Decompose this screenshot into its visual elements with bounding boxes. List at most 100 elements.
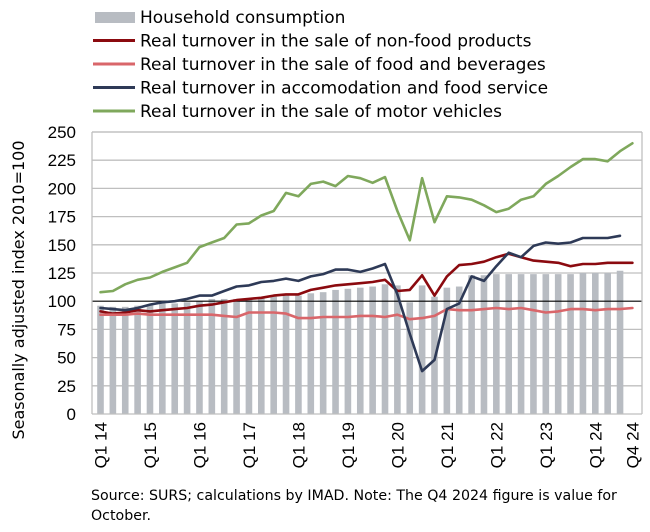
point-real-turnover-in-the-sale-of-food-and-beverages [545, 311, 548, 314]
bars-household-consumption [97, 270, 624, 414]
point-real-turnover-in-accomodation-and-food-service [112, 308, 115, 311]
point-real-turnover-in-accomodation-and-food-service [235, 285, 238, 288]
y-tick-label: 125 [48, 264, 76, 283]
point-real-turnover-in-the-sale-of-food-and-beverages [409, 318, 412, 321]
point-real-turnover-in-the-sale-of-non-food-products [161, 309, 164, 312]
point-real-turnover-in-the-sale-of-food-and-beverages [285, 312, 288, 315]
bar [171, 303, 179, 414]
point-real-turnover-in-the-sale-of-food-and-beverages [347, 316, 350, 319]
point-real-turnover-in-the-sale-of-motor-vehicles [272, 210, 275, 213]
point-real-turnover-in-the-sale-of-food-and-beverages [384, 316, 387, 319]
bar [381, 284, 389, 414]
point-real-turnover-in-the-sale-of-food-and-beverages [557, 310, 560, 313]
bar [604, 273, 611, 414]
point-real-turnover-in-the-sale-of-motor-vehicles [606, 160, 609, 163]
point-real-turnover-in-the-sale-of-motor-vehicles [458, 196, 461, 199]
point-real-turnover-in-the-sale-of-food-and-beverages [569, 308, 572, 311]
bar [258, 297, 265, 414]
bar [208, 298, 216, 414]
x-tick-label: Q4 24 [623, 422, 642, 468]
point-real-turnover-in-the-sale-of-food-and-beverages [173, 313, 176, 316]
line-real-turnover-in-the-sale-of-motor-vehicles [99, 142, 634, 294]
point-real-turnover-in-the-sale-of-food-and-beverages [322, 316, 325, 319]
bar [406, 302, 414, 414]
bar [134, 305, 141, 414]
bar [394, 285, 401, 414]
bar [233, 298, 240, 414]
point-real-turnover-in-accomodation-and-food-service [446, 308, 449, 311]
point-real-turnover-in-the-sale-of-non-food-products [223, 301, 226, 304]
point-real-turnover-in-accomodation-and-food-service [520, 256, 523, 259]
bar [159, 303, 166, 414]
bar [418, 285, 426, 414]
x-tick-label: Q1 18 [289, 422, 308, 468]
point-real-turnover-in-accomodation-and-food-service [99, 307, 102, 310]
x-tick-label: Q1 15 [141, 422, 160, 468]
point-real-turnover-in-the-sale-of-food-and-beverages [520, 307, 523, 310]
point-real-turnover-in-the-sale-of-non-food-products [322, 286, 325, 289]
point-real-turnover-in-the-sale-of-non-food-products [211, 303, 214, 306]
point-real-turnover-in-accomodation-and-food-service [359, 271, 362, 274]
point-real-turnover-in-the-sale-of-motor-vehicles [507, 207, 510, 210]
point-real-turnover-in-accomodation-and-food-service [483, 280, 486, 283]
point-real-turnover-in-the-sale-of-non-food-products [483, 260, 486, 263]
bar [97, 305, 104, 414]
point-real-turnover-in-the-sale-of-motor-vehicles [557, 175, 560, 178]
point-real-turnover-in-the-sale-of-food-and-beverages [631, 307, 634, 310]
point-real-turnover-in-the-sale-of-motor-vehicles [223, 237, 226, 240]
bar [493, 274, 500, 414]
bar [356, 287, 364, 414]
point-real-turnover-in-the-sale-of-food-and-beverages [248, 311, 251, 314]
point-real-turnover-in-the-sale-of-food-and-beverages [606, 308, 609, 311]
bar [196, 301, 203, 414]
x-tick-label: Q1 22 [487, 422, 506, 468]
y-tick-label: 100 [48, 292, 76, 311]
point-real-turnover-in-the-sale-of-motor-vehicles [173, 266, 176, 269]
legend-label: Real turnover in the sale of non-food pr… [140, 32, 532, 52]
point-real-turnover-in-the-sale-of-motor-vehicles [285, 192, 288, 195]
point-real-turnover-in-the-sale-of-motor-vehicles [198, 246, 201, 249]
point-real-turnover-in-the-sale-of-motor-vehicles [149, 276, 152, 279]
point-real-turnover-in-the-sale-of-motor-vehicles [136, 279, 139, 282]
source-note: Source: SURS; calculations by IMAD. Note… [91, 488, 617, 524]
point-real-turnover-in-the-sale-of-food-and-beverages [99, 313, 102, 316]
point-real-turnover-in-the-sale-of-food-and-beverages [136, 312, 139, 315]
point-real-turnover-in-the-sale-of-non-food-products [421, 274, 424, 277]
point-real-turnover-in-accomodation-and-food-service [409, 333, 412, 336]
point-real-turnover-in-the-sale-of-motor-vehicles [211, 241, 214, 244]
point-real-turnover-in-the-sale-of-non-food-products [235, 299, 238, 302]
point-real-turnover-in-accomodation-and-food-service [310, 275, 313, 278]
point-real-turnover-in-the-sale-of-food-and-beverages [310, 317, 313, 320]
point-real-turnover-in-the-sale-of-food-and-beverages [124, 313, 127, 316]
point-real-turnover-in-the-sale-of-motor-vehicles [409, 239, 412, 242]
point-real-turnover-in-the-sale-of-food-and-beverages [149, 313, 152, 316]
point-real-turnover-in-the-sale-of-food-and-beverages [594, 309, 597, 312]
point-real-turnover-in-accomodation-and-food-service [569, 241, 572, 244]
point-real-turnover-in-the-sale-of-motor-vehicles [470, 198, 473, 201]
point-real-turnover-in-accomodation-and-food-service [433, 359, 436, 362]
point-real-turnover-in-the-sale-of-motor-vehicles [310, 183, 313, 186]
line-real-turnover-in-the-sale-of-food-and-beverages [99, 306, 634, 321]
x-tick-labels: Q1 14 Q1 15 Q1 16 Q1 17 Q1 18 Q1 19 Q1 20 Q1 21… [92, 422, 643, 468]
point-real-turnover-in-accomodation-and-food-service [557, 242, 560, 245]
x-tick-label: Q1 17 [240, 422, 259, 468]
point-real-turnover-in-the-sale-of-food-and-beverages [198, 313, 201, 316]
point-real-turnover-in-the-sale-of-motor-vehicles [248, 222, 251, 225]
bar [592, 273, 599, 414]
point-real-turnover-in-accomodation-and-food-service [396, 293, 399, 296]
point-real-turnover-in-the-sale-of-motor-vehicles [520, 198, 523, 201]
point-real-turnover-in-the-sale-of-non-food-products [582, 263, 585, 266]
bar [542, 274, 550, 414]
bar [319, 292, 327, 414]
point-real-turnover-in-accomodation-and-food-service [334, 268, 337, 271]
bar [245, 298, 253, 414]
y-tick-label: 225 [48, 151, 76, 170]
point-real-turnover-in-the-sale-of-motor-vehicles [446, 195, 449, 198]
point-real-turnover-in-the-sale-of-motor-vehicles [619, 150, 622, 153]
point-real-turnover-in-the-sale-of-food-and-beverages [223, 315, 226, 318]
y-tick-label: 200 [48, 179, 76, 198]
point-real-turnover-in-the-sale-of-food-and-beverages [421, 317, 424, 320]
point-real-turnover-in-the-sale-of-motor-vehicles [545, 183, 548, 186]
bar [567, 274, 574, 414]
point-real-turnover-in-the-sale-of-motor-vehicles [384, 176, 387, 179]
